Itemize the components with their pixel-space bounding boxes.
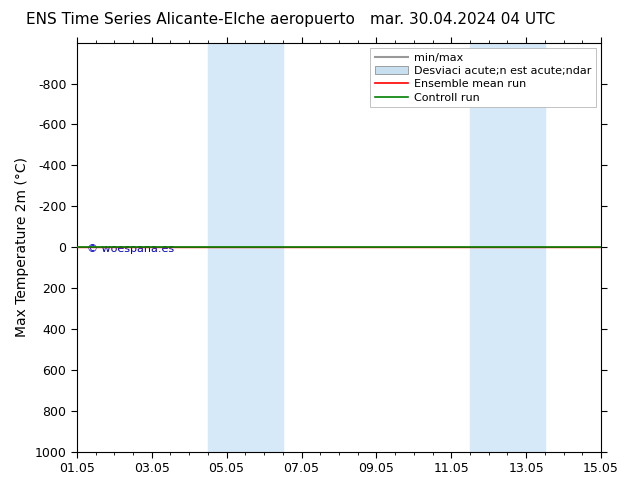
Text: mar. 30.04.2024 04 UTC: mar. 30.04.2024 04 UTC	[370, 12, 555, 27]
Legend: min/max, Desviaci acute;n est acute;ndar, Ensemble mean run, Controll run: min/max, Desviaci acute;n est acute;ndar…	[370, 48, 595, 107]
Text: ENS Time Series Alicante-Elche aeropuerto: ENS Time Series Alicante-Elche aeropuert…	[26, 12, 354, 27]
Text: © woespana.es: © woespana.es	[87, 244, 174, 254]
Bar	[208, 43, 283, 452]
Y-axis label: Max Temperature 2m (°C): Max Temperature 2m (°C)	[15, 157, 29, 337]
Bar	[470, 43, 545, 452]
